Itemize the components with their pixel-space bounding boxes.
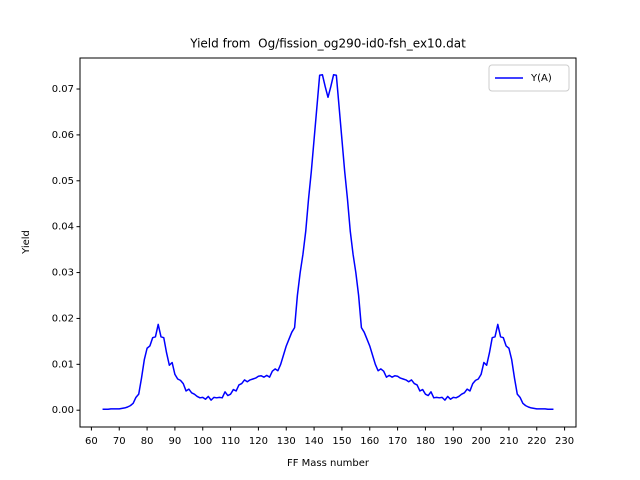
x-tick-label: 70 (113, 436, 126, 447)
data-line (102, 74, 554, 411)
x-tick-label: 140 (305, 436, 324, 447)
x-tick-label: 170 (388, 436, 407, 447)
x-tick-label: 120 (249, 436, 268, 447)
x-tick-label: 150 (332, 436, 351, 447)
x-tick-label: 110 (221, 436, 240, 447)
x-tick-label: 160 (360, 436, 379, 447)
x-tick-label: 190 (444, 436, 463, 447)
y-tick-label: 0.04 (52, 222, 74, 233)
y-tick-label: 0.03 (52, 268, 74, 279)
x-axis-label: FF Mass number (287, 458, 370, 469)
y-tick-label: 0.02 (52, 313, 74, 324)
x-tick-label: 60 (85, 436, 98, 447)
x-tick-label: 210 (499, 436, 518, 447)
x-tick-label: 130 (277, 436, 296, 447)
y-tick-label: 0.01 (52, 359, 74, 370)
x-tick-label: 80 (141, 436, 154, 447)
x-tick-label: 100 (193, 436, 212, 447)
y-tick-label: 0.05 (52, 176, 74, 187)
x-tick-label: 200 (472, 436, 491, 447)
x-tick-label: 180 (416, 436, 435, 447)
axes-frame (79, 57, 577, 428)
x-tick-label: 220 (527, 436, 546, 447)
legend-box (488, 64, 570, 92)
chart-title: Yield from Og/fission_og290-id0-fsh_ex10… (189, 37, 466, 51)
y-axis-label: Yield (21, 230, 32, 255)
x-tick-label: 230 (555, 436, 574, 447)
y-tick-label: 0.00 (52, 405, 74, 416)
y-tick-label: 0.07 (52, 84, 74, 95)
y-tick-label: 0.06 (52, 130, 74, 141)
x-tick-label: 90 (169, 436, 182, 447)
legend-label: Y(A) (530, 73, 552, 84)
